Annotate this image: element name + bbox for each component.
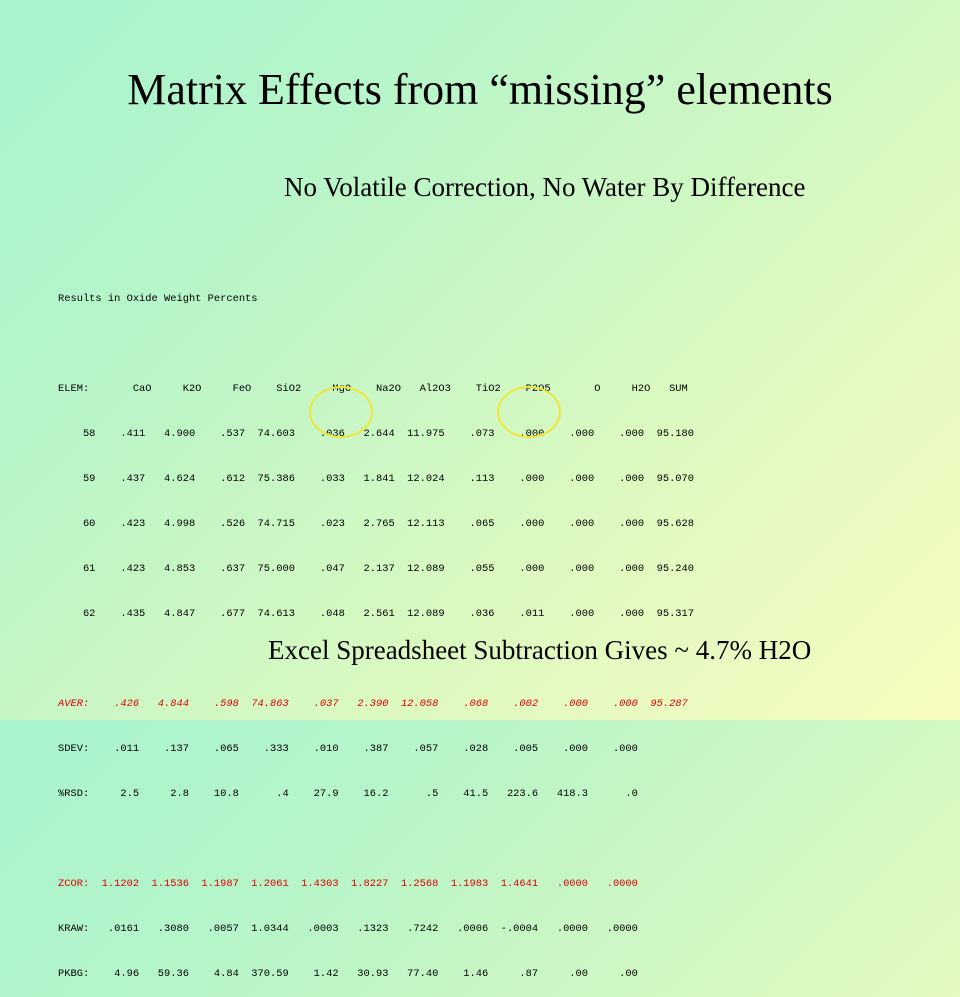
zcor-row: ZCOR: 1.1202 1.1536 1.1987 1.2061 1.4303… bbox=[58, 878, 638, 890]
data-row: 58 .411 4.900 .537 74.603 .036 2.644 11.… bbox=[58, 428, 695, 440]
results-block: Results in Oxide Weight Percents ELEM: C… bbox=[58, 262, 694, 997]
blank-line bbox=[58, 832, 694, 847]
slide-footer: Excel Spreadsheet Subtraction Gives ~ 4.… bbox=[268, 635, 812, 665]
average-row: AVER: .426 4.844 .598 74.863 .037 2.390 … bbox=[58, 698, 688, 710]
sdev-row: SDEV: .011 .137 .065 .333 .010 .387 .057… bbox=[58, 743, 638, 755]
data-row: 59 .437 4.624 .612 75.386 .033 1.841 12.… bbox=[58, 473, 695, 485]
pkbg-row: PKBG: 4.96 59.36 4.84 370.59 1.42 30.93 … bbox=[58, 968, 638, 980]
blank-line bbox=[58, 337, 694, 352]
slide-title: Matrix Effects from “missing” elements bbox=[127, 65, 833, 114]
data-row: 60 .423 4.998 .526 74.715 .023 2.765 12.… bbox=[58, 518, 695, 530]
rsd-row: %RSD: 2.5 2.8 10.8 .4 27.9 16.2 .5 41.5 … bbox=[58, 788, 638, 800]
kraw-row: KRAW: .0161 .3080 .0057 1.0344 .0003 .13… bbox=[58, 923, 638, 935]
data-row: 61 .423 4.853 .637 75.000 .047 2.137 12.… bbox=[58, 563, 695, 575]
results-heading: Results in Oxide Weight Percents bbox=[58, 293, 258, 305]
column-header: ELEM: CaO K2O FeO SiO2 MgO Na2O Al2O3 Ti… bbox=[58, 383, 688, 395]
data-row: 62 .435 4.847 .677 74.613 .048 2.561 12.… bbox=[58, 608, 695, 620]
slide-subtitle: No Volatile Correction, No Water By Diff… bbox=[284, 172, 806, 202]
